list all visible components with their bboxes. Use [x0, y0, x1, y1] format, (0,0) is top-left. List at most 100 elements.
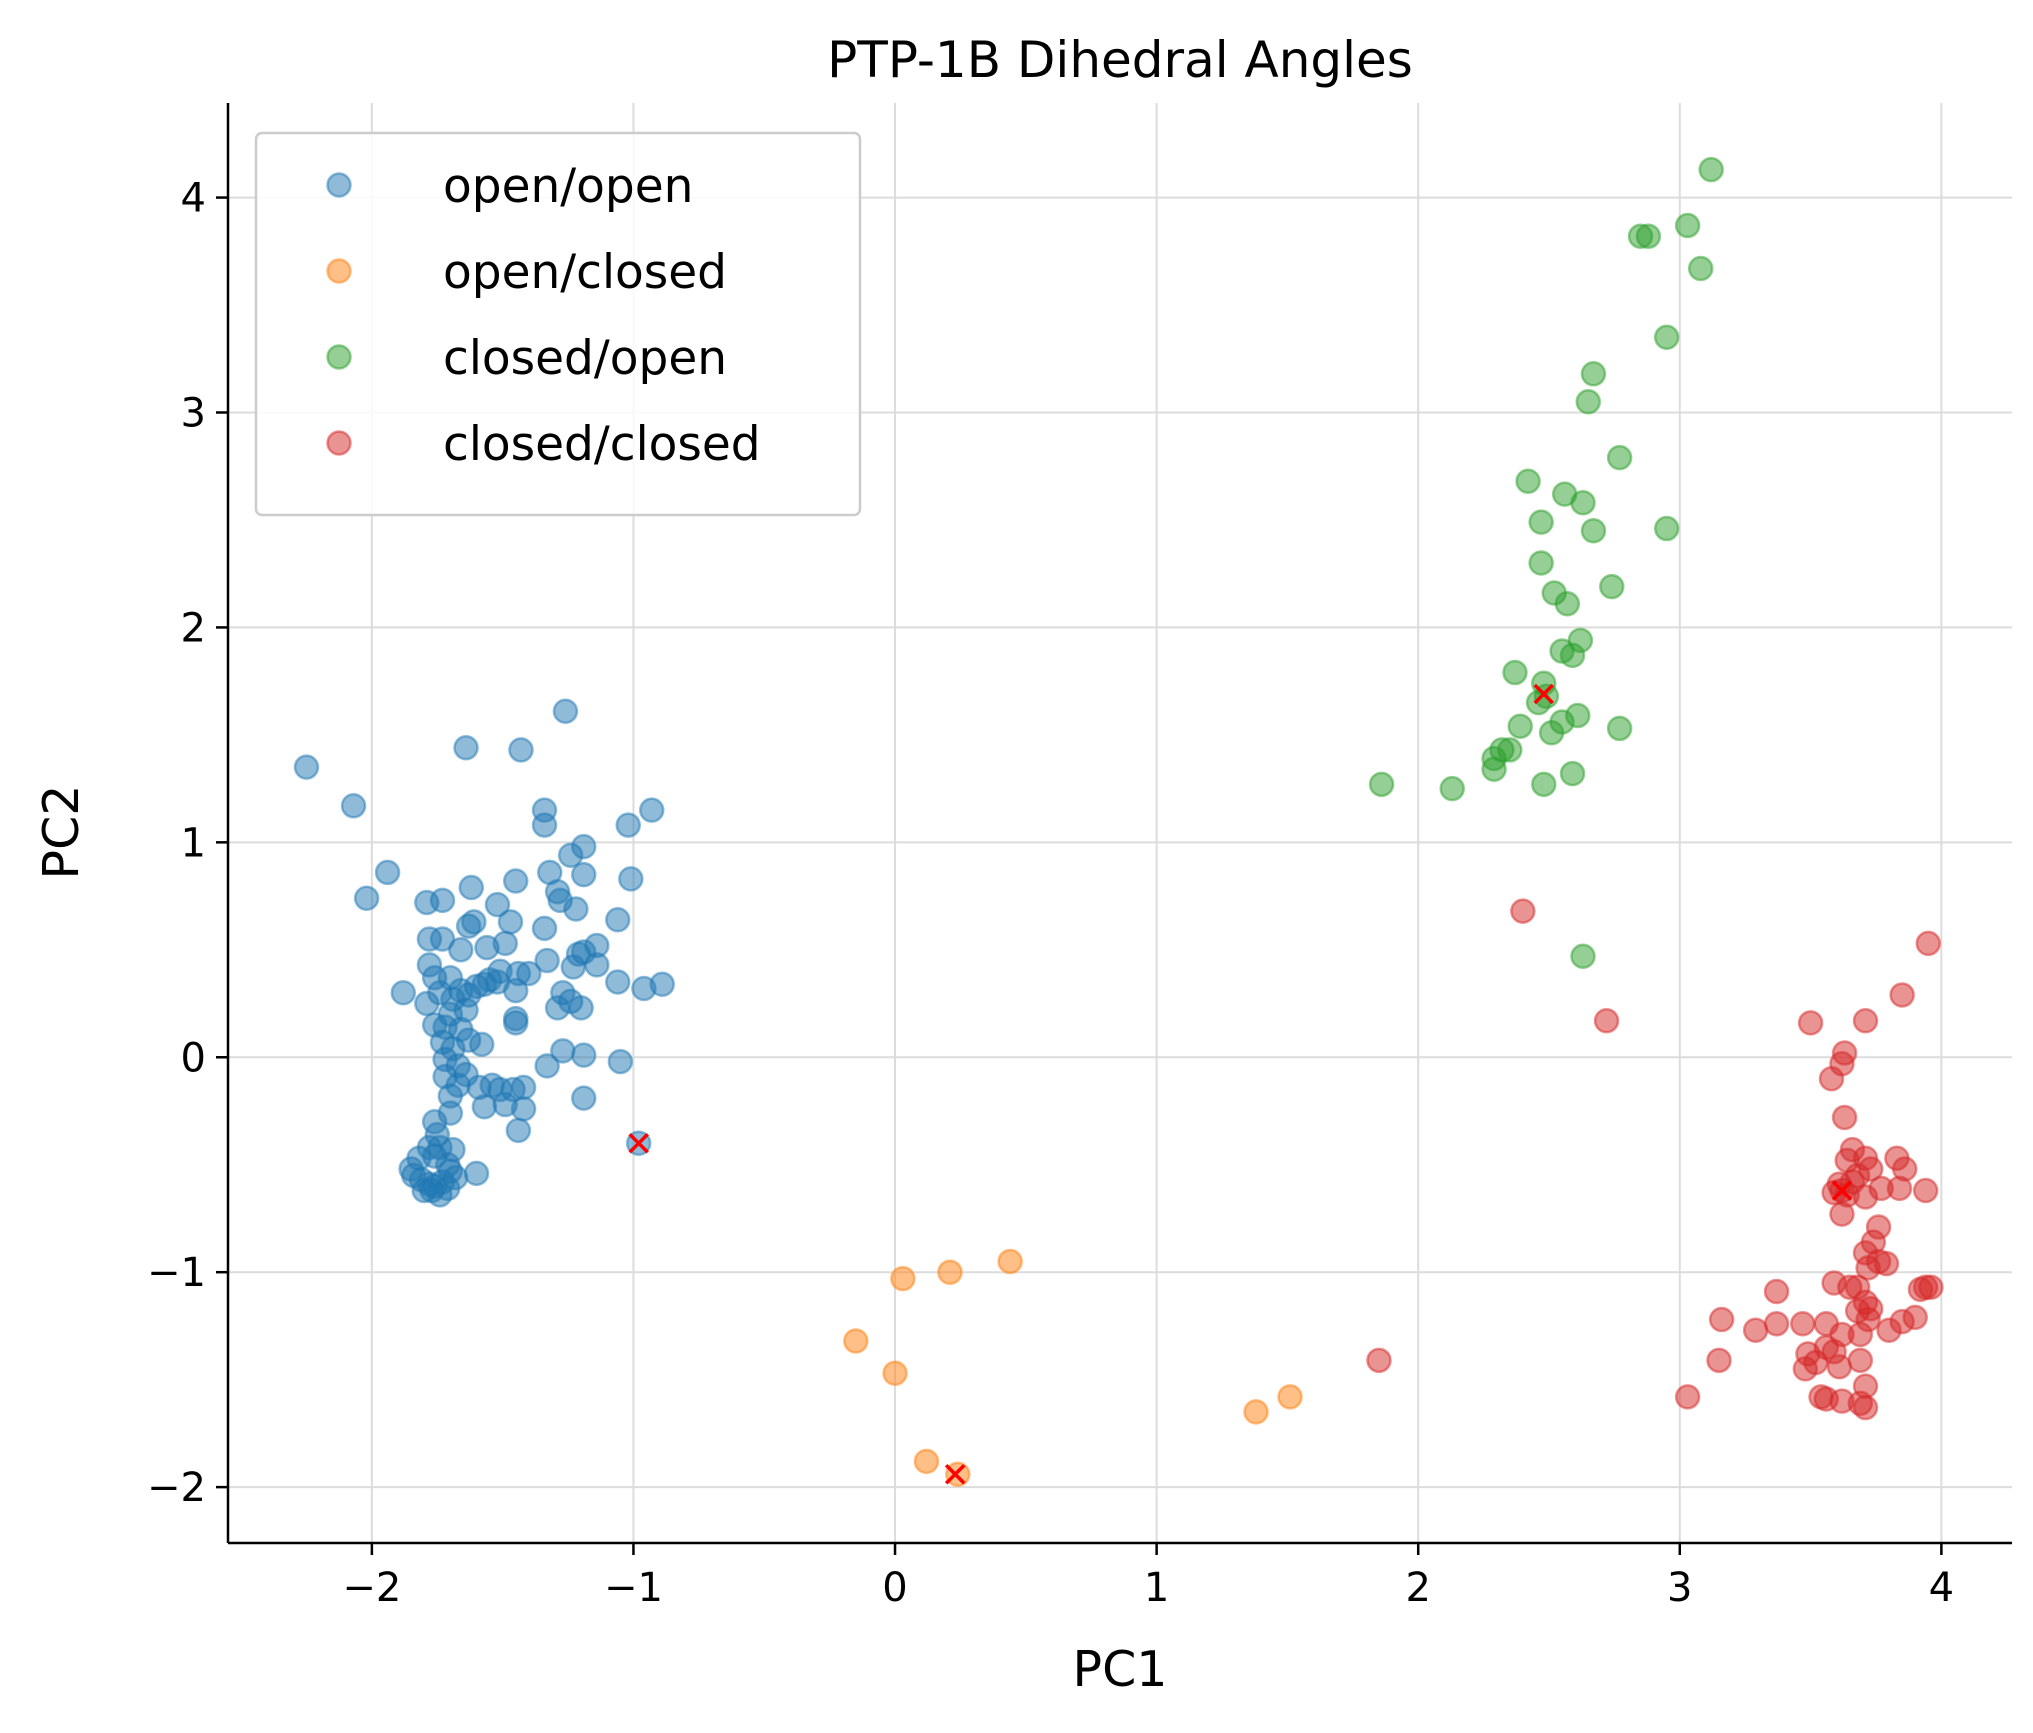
data-point-series-2	[1528, 550, 1554, 576]
legend-frame	[254, 131, 862, 517]
data-point-series-2	[1515, 468, 1541, 495]
data-point-series-3	[1797, 1010, 1824, 1036]
data-point-series-1	[882, 1360, 908, 1386]
data-point-series-0	[510, 1074, 537, 1101]
data-point-series-0	[502, 868, 529, 894]
axes	[226, 103, 2012, 1545]
data-point-series-2	[1653, 324, 1680, 351]
data-point-series-0	[605, 969, 631, 995]
data-point-series-0	[414, 990, 440, 1017]
data-point-series-2	[1531, 771, 1557, 798]
data-point-series-2	[1439, 775, 1465, 802]
data-point-series-3	[1912, 1177, 1939, 1204]
y-tick-label: 4	[181, 176, 206, 222]
data-point-series-1	[913, 1448, 940, 1475]
data-point-series-3	[1593, 1007, 1620, 1034]
data-point-series-3	[1510, 898, 1536, 924]
data-point-series-2	[1653, 515, 1680, 542]
data-point-series-1	[843, 1328, 869, 1354]
chart-title: PTP-1B Dihedral Angles	[827, 31, 1413, 89]
y-axis-label: PC2	[33, 785, 90, 880]
data-point-series-0	[568, 995, 594, 1021]
data-point-series-0	[649, 971, 675, 997]
legend: open/open open/closed closed/open closed/cl…	[254, 131, 862, 517]
data-point-series-0	[463, 1160, 490, 1187]
data-point-series-2	[1635, 223, 1662, 250]
x-tick-label: −1	[604, 1565, 663, 1611]
highlight-markers	[628, 683, 1853, 1485]
data-point-series-0	[484, 891, 511, 918]
data-point-series-2	[1528, 509, 1554, 535]
data-point-series-2	[1570, 490, 1596, 516]
data-point-series-0	[468, 1031, 495, 1058]
data-point-series-1	[945, 1461, 971, 1487]
data-point-series-1	[1277, 1384, 1303, 1410]
data-point-series-0	[552, 698, 579, 724]
data-point-series-2	[1698, 156, 1724, 183]
data-point-series-0	[607, 1048, 634, 1075]
data-point-series-0	[510, 1096, 537, 1122]
data-point-series-3	[1708, 1306, 1735, 1333]
data-points	[293, 156, 1944, 1487]
data-point-series-2	[1606, 444, 1633, 471]
legend-label: closed/closed	[443, 417, 761, 472]
data-point-series-2	[1559, 760, 1586, 787]
y-tick-label: 3	[181, 390, 206, 436]
data-point-series-2	[1606, 715, 1633, 742]
data-point-series-3	[1792, 1356, 1819, 1382]
data-point-series-3	[1852, 1394, 1879, 1421]
y-tick-label: 2	[181, 605, 206, 651]
data-point-series-0	[571, 1085, 597, 1111]
data-point-series-0	[374, 859, 401, 886]
x-tick-label: 4	[1929, 1565, 1954, 1611]
x-tick-label: 1	[1144, 1565, 1169, 1611]
data-point-series-0	[461, 909, 487, 935]
x-marker	[628, 1133, 649, 1154]
data-point-series-0	[440, 1136, 466, 1163]
data-point-series-2	[1570, 943, 1596, 970]
x-tick-label: 3	[1667, 1565, 1692, 1611]
x-marker	[944, 1463, 966, 1485]
legend-label: open/open	[443, 159, 693, 214]
data-point-series-0	[353, 885, 380, 911]
data-point-series-0	[471, 1093, 498, 1120]
data-point-series-0	[584, 952, 610, 978]
data-point-series-3	[1886, 1175, 1913, 1202]
data-point-series-2	[1507, 713, 1533, 740]
y-tick-label: 1	[181, 820, 206, 866]
data-point-series-0	[505, 1117, 532, 1144]
data-point-series-0	[544, 995, 571, 1021]
data-point-series-2	[1580, 361, 1607, 387]
data-point-series-3	[1789, 1311, 1816, 1337]
data-point-series-2	[1497, 737, 1523, 763]
data-point-series-2	[1565, 702, 1591, 729]
data-point-series-3	[1915, 930, 1942, 957]
y-tick-label: 0	[181, 1035, 206, 1081]
data-point-series-0	[453, 735, 479, 761]
data-point-series-2	[1502, 659, 1528, 686]
legend-swatch	[326, 344, 352, 370]
data-point-series-3	[1706, 1347, 1732, 1374]
data-point-series-0	[563, 896, 589, 922]
data-point-series-0	[618, 866, 644, 892]
data-point-series-3	[1674, 1384, 1701, 1410]
data-point-series-0	[557, 842, 584, 868]
data-point-series-3	[1826, 1354, 1853, 1380]
legend-swatch	[326, 430, 352, 456]
data-point-series-0	[497, 909, 524, 935]
data-point-series-3	[1763, 1278, 1790, 1305]
x-tick-label: 0	[882, 1565, 907, 1611]
data-point-series-3	[1873, 1250, 1900, 1277]
x-axis-label: PC1	[1073, 1641, 1168, 1698]
data-point-series-0	[560, 954, 587, 980]
data-point-series-0	[508, 737, 534, 763]
data-point-series-0	[390, 980, 417, 1006]
data-point-series-0	[516, 960, 542, 987]
data-point-series-3	[1876, 1317, 1902, 1343]
data-point-series-3	[1852, 1007, 1879, 1034]
x-tick-label: −2	[342, 1565, 401, 1611]
data-point-series-0	[531, 812, 558, 838]
data-point-series-2	[1580, 517, 1607, 544]
